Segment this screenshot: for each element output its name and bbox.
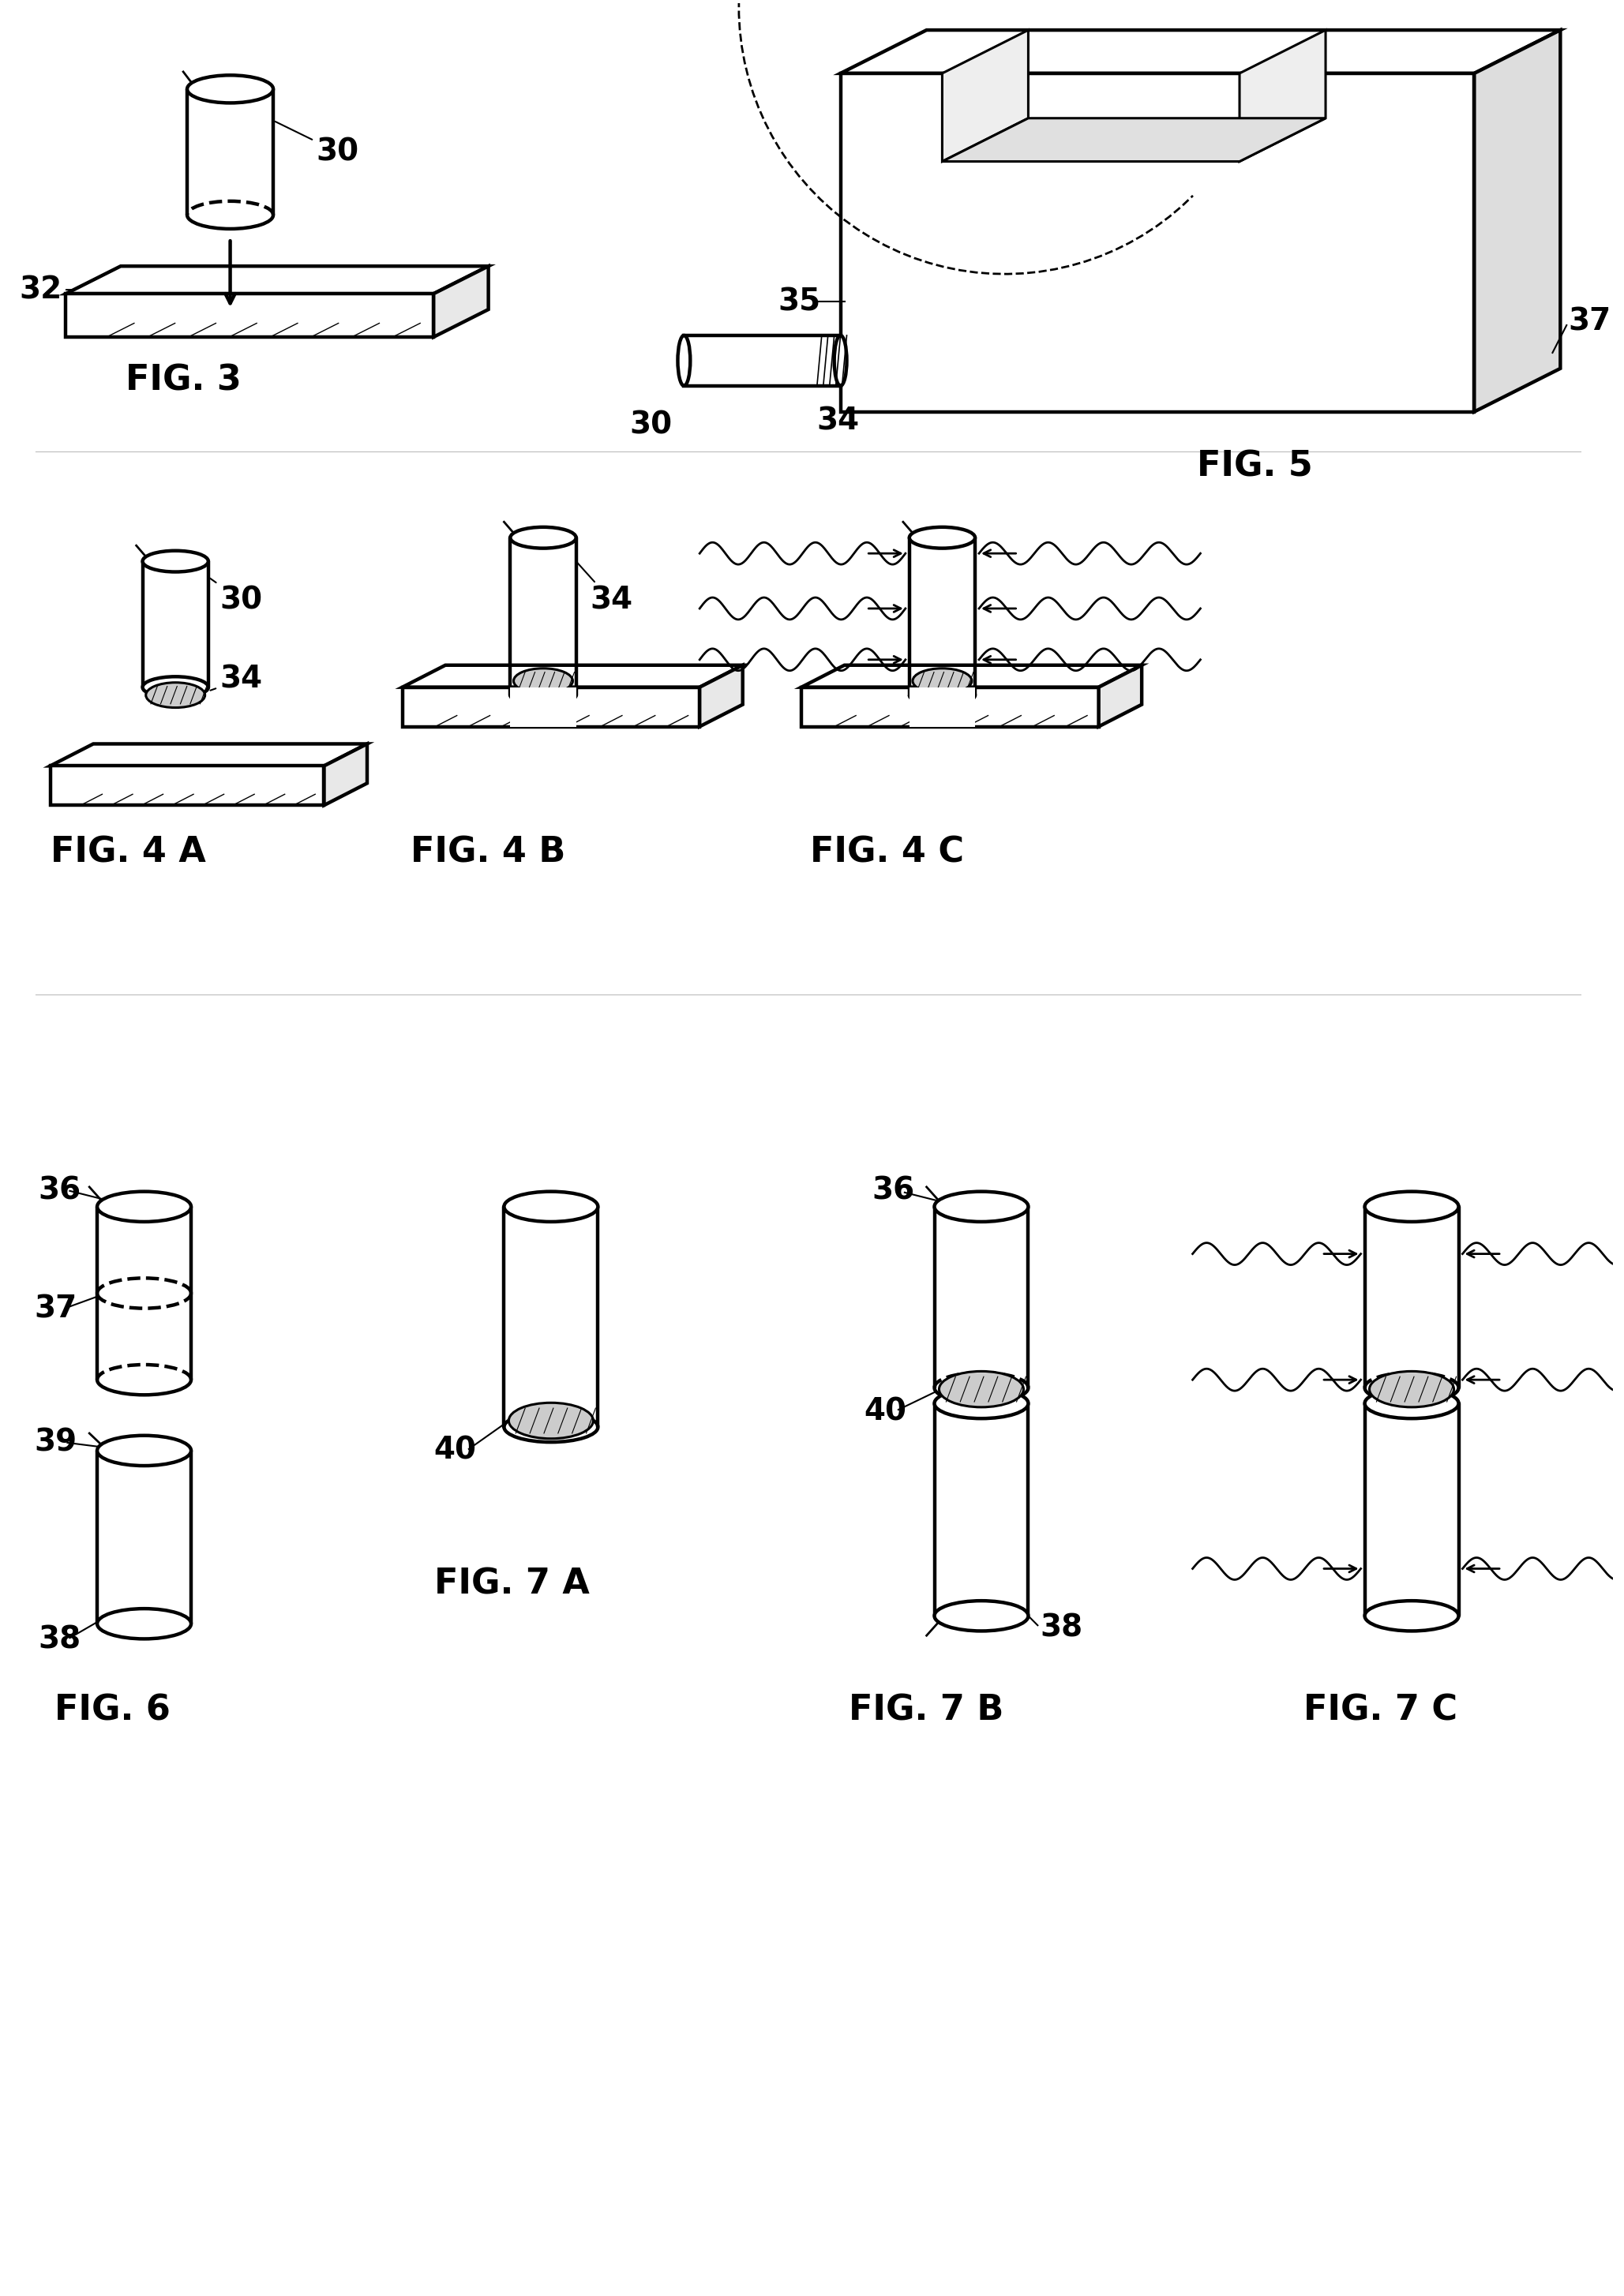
Polygon shape xyxy=(841,73,1475,411)
Polygon shape xyxy=(942,117,1325,161)
Polygon shape xyxy=(434,266,489,338)
Text: 32: 32 xyxy=(19,276,75,305)
Ellipse shape xyxy=(934,1192,1028,1221)
Ellipse shape xyxy=(97,1435,192,1465)
Polygon shape xyxy=(403,666,742,687)
Text: 34: 34 xyxy=(211,664,263,693)
Ellipse shape xyxy=(909,528,974,549)
Ellipse shape xyxy=(143,677,208,698)
Ellipse shape xyxy=(934,1600,1028,1630)
Text: 40: 40 xyxy=(434,1435,476,1465)
Polygon shape xyxy=(841,30,1561,73)
Polygon shape xyxy=(1475,30,1561,411)
Ellipse shape xyxy=(146,682,205,707)
Ellipse shape xyxy=(1364,1389,1458,1419)
Text: FIG. 4 A: FIG. 4 A xyxy=(50,836,206,870)
Ellipse shape xyxy=(503,1192,598,1221)
Ellipse shape xyxy=(835,335,846,386)
Ellipse shape xyxy=(513,668,573,693)
Polygon shape xyxy=(510,687,577,726)
Polygon shape xyxy=(801,666,1142,687)
Polygon shape xyxy=(50,767,325,806)
Ellipse shape xyxy=(934,1389,1028,1419)
Ellipse shape xyxy=(187,76,273,103)
Text: FIG. 7 C: FIG. 7 C xyxy=(1304,1694,1457,1727)
Ellipse shape xyxy=(1364,1600,1458,1630)
Ellipse shape xyxy=(913,668,971,693)
Ellipse shape xyxy=(1364,1192,1458,1221)
Text: 39: 39 xyxy=(34,1428,78,1458)
Text: 34: 34 xyxy=(817,406,859,436)
Text: FIG. 7 A: FIG. 7 A xyxy=(434,1568,590,1600)
Polygon shape xyxy=(801,687,1099,726)
Polygon shape xyxy=(67,266,489,294)
Polygon shape xyxy=(909,687,974,726)
Text: 38: 38 xyxy=(39,1626,81,1655)
Text: 40: 40 xyxy=(864,1396,906,1426)
Polygon shape xyxy=(325,744,367,806)
Text: FIG. 7 B: FIG. 7 B xyxy=(849,1694,1004,1727)
Polygon shape xyxy=(1099,666,1142,726)
Text: FIG. 6: FIG. 6 xyxy=(55,1694,171,1727)
Text: 38: 38 xyxy=(1039,1612,1083,1642)
Text: 35: 35 xyxy=(778,287,820,317)
Ellipse shape xyxy=(939,1371,1023,1407)
Polygon shape xyxy=(942,30,1028,161)
Text: 37: 37 xyxy=(34,1295,78,1325)
Text: 37: 37 xyxy=(1569,305,1611,335)
Ellipse shape xyxy=(97,1192,192,1221)
Polygon shape xyxy=(67,294,434,338)
Text: FIG. 4 C: FIG. 4 C xyxy=(810,836,965,870)
Text: 36: 36 xyxy=(872,1176,914,1205)
Text: 34: 34 xyxy=(578,563,633,615)
Text: FIG. 3: FIG. 3 xyxy=(125,363,242,397)
Text: 30: 30 xyxy=(209,579,263,615)
Ellipse shape xyxy=(97,1609,192,1639)
Polygon shape xyxy=(403,687,700,726)
Text: FIG. 4 B: FIG. 4 B xyxy=(411,836,565,870)
Polygon shape xyxy=(50,744,367,767)
Polygon shape xyxy=(1239,30,1325,161)
Ellipse shape xyxy=(508,1403,593,1440)
Text: 30: 30 xyxy=(274,122,359,168)
Ellipse shape xyxy=(1369,1371,1453,1407)
Polygon shape xyxy=(700,666,742,726)
Ellipse shape xyxy=(677,335,690,386)
Text: 30: 30 xyxy=(628,411,672,441)
Text: 36: 36 xyxy=(39,1176,81,1205)
Text: FIG. 5: FIG. 5 xyxy=(1197,450,1314,484)
Ellipse shape xyxy=(143,551,208,572)
Ellipse shape xyxy=(510,528,577,549)
